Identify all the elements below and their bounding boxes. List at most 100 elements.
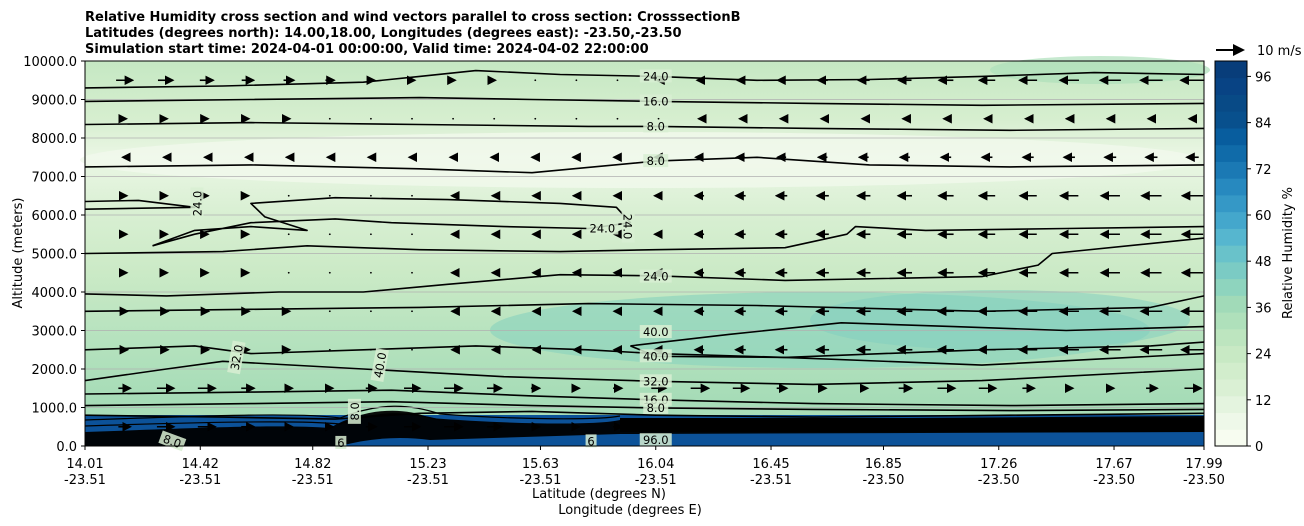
- colorbar-tick-label: 48: [1255, 255, 1272, 270]
- x-tick-label-lat: 15.23: [409, 457, 446, 472]
- colorbar-tick-label: 60: [1255, 209, 1272, 224]
- contour-label-text: 8.0: [647, 401, 665, 415]
- wind-vector: [493, 117, 496, 120]
- x-axis-label-lon: Longitude (degrees E): [558, 503, 702, 518]
- wind-vector: [534, 79, 537, 82]
- contour-line-24: [152, 196, 632, 247]
- x-tick-label-lon: -23.50: [863, 473, 905, 488]
- colorbar-segment: [1215, 328, 1247, 347]
- chart-title-line-2: Latitudes (degrees north): 14.00,18.00, …: [85, 26, 682, 41]
- contour-label-text: 24.0: [190, 191, 204, 217]
- colorbar-segment: [1215, 295, 1247, 313]
- contour-label-text: 40.0: [643, 325, 669, 339]
- colorbar-segment: [1215, 245, 1247, 263]
- contour-label: 8.0: [643, 119, 669, 133]
- contour-label-bg: [335, 435, 347, 449]
- contour-label-bg: [643, 154, 669, 168]
- contour-line-16: [84, 389, 1205, 407]
- chart-title-line-1: Relative Humidity cross section and wind…: [85, 10, 741, 25]
- y-tick-label: 4000.0: [32, 286, 78, 301]
- contour-label: 24.0: [639, 69, 672, 83]
- contour-label-bg: [585, 434, 597, 448]
- contour-line-40: [630, 322, 1205, 347]
- wind-vector: [411, 310, 413, 313]
- wind-key-label: 10 m/s: [1257, 44, 1302, 59]
- x-tick-label-lon: -23.50: [1183, 473, 1225, 488]
- contour-label-bg: [639, 269, 672, 283]
- contour-label-bg: [639, 374, 672, 388]
- contour-label-bg: [643, 119, 669, 133]
- wind-vector: [328, 194, 331, 197]
- contour-line-24: [84, 237, 1205, 297]
- wind-vector: [370, 310, 372, 313]
- y-tick-label: 9000.0: [32, 94, 78, 109]
- colorbar-frame: [1214, 60, 1248, 447]
- wind-vector: [370, 233, 372, 236]
- x-tick-label-lon: -23.51: [635, 473, 677, 488]
- colorbar-segment: [1215, 362, 1247, 380]
- x-tick-label-lat: 15.63: [522, 457, 559, 472]
- contour-label-text: 6: [337, 436, 344, 450]
- contour-label-text: 24.0: [621, 214, 635, 240]
- contour-label: 96.0: [639, 433, 672, 447]
- x-tick-label-lon: -23.51: [407, 473, 449, 488]
- x-axis-label-lat: Latitude (degrees N): [532, 487, 666, 502]
- colorbar-segment: [1215, 261, 1247, 280]
- contour-label-text: 24.0: [643, 270, 669, 284]
- contour-line-0: [84, 410, 1205, 420]
- colorbar-segment: [1215, 178, 1247, 196]
- contour-label-bg: [639, 94, 672, 108]
- y-axis-ticks: 0.0 1000.0 2000.0 3000.0 4000.0 5000.0 6000.0 7…: [23, 55, 85, 455]
- contour-label: 32.0: [227, 340, 246, 375]
- y-tick-label: 8000.0: [32, 132, 78, 147]
- y-tick-label: 6000.0: [32, 209, 78, 224]
- x-tick-label-lon: -23.51: [520, 473, 562, 488]
- contour-label: 24.0: [639, 269, 672, 284]
- contour-label-text: 32.0: [228, 344, 246, 372]
- wind-vector: [411, 271, 413, 274]
- wind-vector: [287, 194, 290, 197]
- x-tick-label-lat: 17.67: [1095, 457, 1132, 472]
- wind-vector: [370, 194, 372, 197]
- contour-label-text: 32.0: [643, 374, 669, 388]
- contour-label: 32.0: [639, 374, 672, 388]
- colorbar-segment: [1215, 161, 1247, 179]
- dry-layer-patch: [80, 132, 1200, 188]
- contour-line-32: [84, 345, 1205, 366]
- x-tick-label-lat: 14.42: [182, 457, 219, 472]
- wind-vector: [575, 79, 578, 82]
- contour-label-bg: [190, 187, 204, 220]
- chart-title-line-3: Simulation start time: 2024-04-01 00:00:…: [85, 42, 649, 57]
- colorbar-segment: [1215, 278, 1247, 296]
- colorbar-segment: [1215, 127, 1247, 146]
- colorbar-segment: [1215, 412, 1247, 430]
- contour-line-32: [84, 295, 1205, 313]
- x-tick-label-lon: -23.51: [750, 473, 792, 488]
- contour-line-24: [84, 69, 1205, 89]
- wind-vector: [370, 117, 372, 120]
- y-tick-label: 7000.0: [32, 171, 78, 186]
- x-tick-label-lon: -23.51: [64, 473, 106, 488]
- contour-lines: [84, 69, 1205, 420]
- x-tick-label-lat: 16.85: [865, 457, 902, 472]
- contour-line-24: [84, 199, 196, 210]
- colorbar-label: Relative Humidity %: [1281, 187, 1296, 319]
- y-tick-label: 3000.0: [32, 325, 78, 340]
- x-tick-label-lon: -23.51: [179, 473, 221, 488]
- colorbar: [1214, 60, 1248, 447]
- colorbar-segment: [1215, 111, 1247, 129]
- contour-label: 24.0: [586, 221, 619, 235]
- contour-label-text: 24.0: [643, 69, 669, 83]
- colorbar-segment: [1215, 379, 1247, 397]
- colorbar-segment: [1215, 345, 1247, 363]
- wind-vector: [657, 117, 660, 120]
- contour-label-bg: [370, 348, 389, 382]
- wind-vector: [534, 117, 537, 120]
- contour-line-16: [84, 96, 1205, 107]
- contour-label: 16.0: [639, 94, 672, 108]
- colorbar-tick-label: 24: [1255, 348, 1272, 363]
- wind-key: 10 m/s: [1216, 44, 1302, 59]
- contour-label: 40.0: [370, 348, 389, 382]
- contour-label: 40.0: [639, 325, 672, 339]
- contour-line-8: [84, 400, 1205, 412]
